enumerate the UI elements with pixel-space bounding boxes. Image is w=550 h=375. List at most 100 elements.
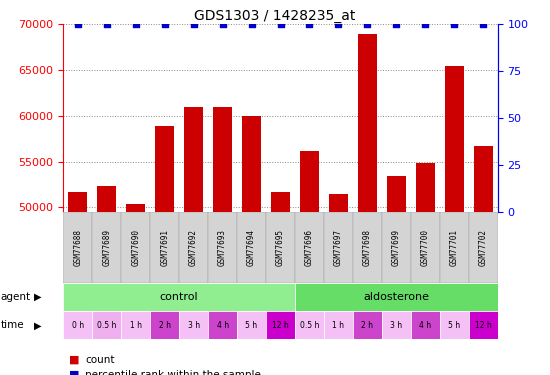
Bar	[237, 311, 266, 339]
Bar	[353, 212, 382, 283]
Bar	[300, 151, 319, 375]
Point	[160, 21, 169, 27]
Bar	[440, 212, 469, 283]
Text: control: control	[160, 292, 199, 302]
Bar	[469, 311, 498, 339]
Bar	[329, 194, 348, 375]
Text: ■: ■	[69, 370, 79, 375]
Text: 0 h: 0 h	[72, 321, 84, 330]
Bar	[208, 311, 237, 339]
Bar	[121, 212, 150, 283]
Text: GSM77699: GSM77699	[392, 229, 401, 266]
Bar	[208, 212, 237, 283]
Bar	[266, 311, 295, 339]
Text: 0.5 h: 0.5 h	[97, 321, 117, 330]
Bar	[411, 212, 440, 283]
Bar	[150, 311, 179, 339]
Text: 0.5 h: 0.5 h	[300, 321, 319, 330]
Text: 3 h: 3 h	[188, 321, 200, 330]
Text: aldosterone: aldosterone	[364, 292, 430, 302]
Bar	[271, 192, 290, 375]
Text: ▶: ▶	[34, 320, 41, 330]
Text: GSM77700: GSM77700	[421, 229, 430, 266]
Bar	[416, 164, 434, 375]
Text: GSM77693: GSM77693	[218, 229, 227, 266]
Bar	[353, 311, 382, 339]
Point	[363, 21, 372, 27]
Point	[450, 21, 459, 27]
Text: 2 h: 2 h	[158, 321, 170, 330]
Bar	[237, 212, 266, 283]
Text: 4 h: 4 h	[217, 321, 229, 330]
Point	[479, 21, 488, 27]
Text: GSM77692: GSM77692	[189, 229, 198, 266]
Bar	[179, 212, 208, 283]
Text: GSM77702: GSM77702	[478, 229, 488, 266]
Bar	[63, 283, 295, 311]
Bar	[97, 186, 116, 375]
Bar	[63, 311, 92, 339]
Text: GSM77701: GSM77701	[450, 229, 459, 266]
Text: agent: agent	[1, 292, 31, 302]
Bar	[295, 311, 324, 339]
Text: 4 h: 4 h	[419, 321, 431, 330]
Point	[276, 21, 285, 27]
Point	[392, 21, 401, 27]
Point	[131, 21, 140, 27]
Bar	[440, 311, 469, 339]
Text: 2 h: 2 h	[361, 321, 373, 330]
Point	[305, 21, 314, 27]
Text: 5 h: 5 h	[245, 321, 257, 330]
Bar	[92, 212, 121, 283]
Text: GSM77694: GSM77694	[247, 229, 256, 266]
Text: 5 h: 5 h	[448, 321, 460, 330]
Bar	[68, 192, 87, 375]
Bar	[121, 311, 150, 339]
Point	[218, 21, 227, 27]
Bar	[179, 311, 208, 339]
Text: GSM77696: GSM77696	[305, 229, 314, 266]
Text: 1 h: 1 h	[130, 321, 142, 330]
Point	[189, 21, 198, 27]
Text: GSM77695: GSM77695	[276, 229, 285, 266]
Bar	[324, 212, 353, 283]
Bar	[92, 311, 121, 339]
Text: GSM77688: GSM77688	[73, 229, 82, 266]
Bar	[445, 66, 464, 375]
Text: GSM77697: GSM77697	[334, 229, 343, 266]
Text: GSM77690: GSM77690	[131, 229, 140, 266]
Bar	[358, 33, 377, 375]
Bar	[295, 212, 324, 283]
Point	[334, 21, 343, 27]
Bar	[184, 107, 203, 375]
Text: GDS1303 / 1428235_at: GDS1303 / 1428235_at	[194, 9, 356, 23]
Point	[73, 21, 82, 27]
Text: ■: ■	[69, 355, 79, 365]
Text: time: time	[1, 320, 24, 330]
Text: 12 h: 12 h	[272, 321, 289, 330]
Text: 3 h: 3 h	[390, 321, 403, 330]
Bar	[474, 146, 493, 375]
Point	[247, 21, 256, 27]
Text: 1 h: 1 h	[332, 321, 344, 330]
Bar	[213, 107, 232, 375]
Bar	[382, 212, 411, 283]
Bar	[242, 116, 261, 375]
Text: GSM77689: GSM77689	[102, 229, 111, 266]
Text: GSM77691: GSM77691	[160, 229, 169, 266]
Point	[102, 21, 111, 27]
Bar	[411, 311, 440, 339]
Bar	[63, 212, 92, 283]
Bar	[387, 176, 406, 375]
Bar	[126, 204, 145, 375]
Point	[421, 21, 430, 27]
Text: ▶: ▶	[34, 292, 41, 302]
Bar	[382, 311, 411, 339]
Text: 12 h: 12 h	[475, 321, 492, 330]
Bar	[155, 126, 174, 375]
Bar	[150, 212, 179, 283]
Bar	[266, 212, 295, 283]
Bar	[324, 311, 353, 339]
Text: GSM77698: GSM77698	[363, 229, 372, 266]
Text: percentile rank within the sample: percentile rank within the sample	[85, 370, 261, 375]
